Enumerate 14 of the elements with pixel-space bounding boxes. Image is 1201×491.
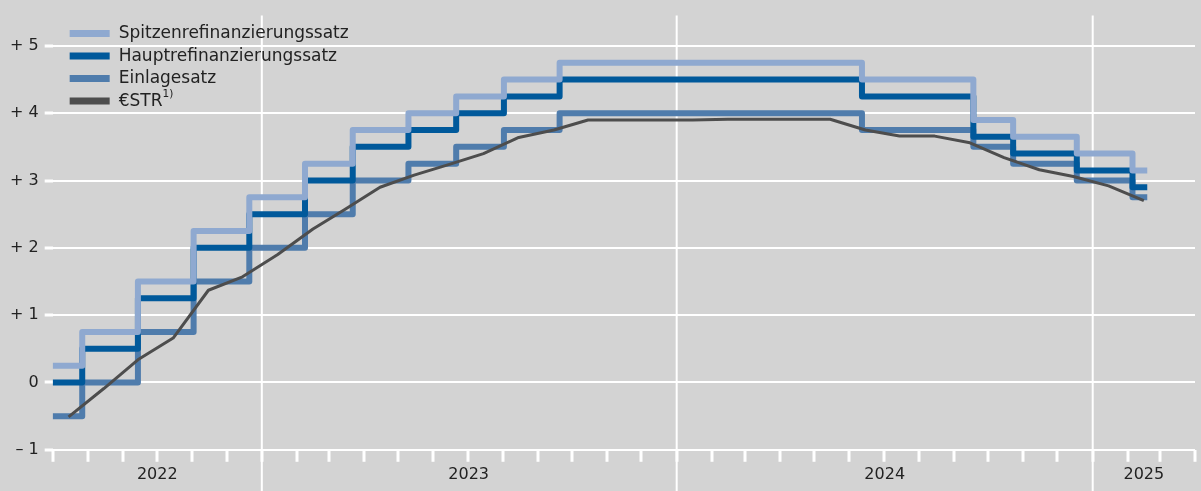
x-tick-label: 2025 (1123, 463, 1165, 483)
legend-label: Hauptrefinanzierungssatz (118, 44, 338, 65)
x-tick-label: 2023 (448, 463, 490, 483)
x-tick-label: 2022 (136, 463, 178, 483)
y-tick-label: + 4 (10, 102, 39, 122)
y-tick-label: + 1 (10, 304, 39, 324)
x-tick-label: 2024 (864, 463, 906, 483)
y-tick-label: + 5 (10, 35, 39, 55)
y-tick-label: + 2 (10, 237, 39, 256)
legend-label: Spitzenrefinanzierungssatz (118, 22, 349, 43)
y-tick-label: + 3 (10, 169, 39, 189)
legend-label: Einlagesatz (118, 67, 217, 88)
y-tick-label: – 1 (15, 438, 39, 458)
y-tick-label: 0 (28, 371, 39, 391)
